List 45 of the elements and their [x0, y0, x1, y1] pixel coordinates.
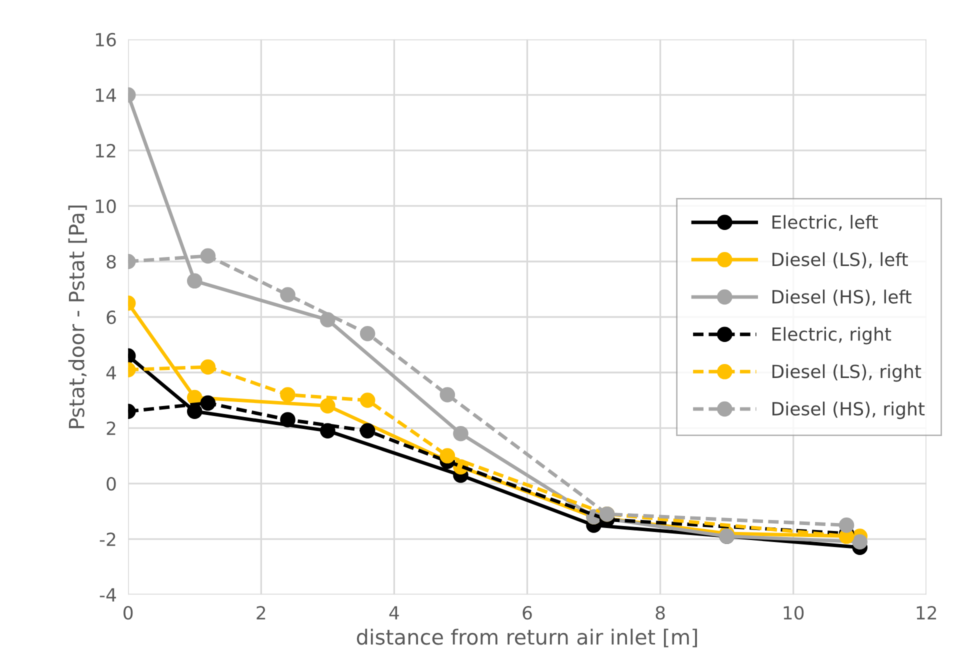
point: [320, 312, 336, 328]
point: [440, 448, 456, 464]
point: [320, 423, 336, 438]
legend-label: Diesel (LS), right: [772, 364, 922, 382]
x-tick-label: 2: [256, 606, 266, 620]
point: [200, 395, 216, 411]
point: [186, 404, 202, 420]
legend-label: Electric, right: [772, 326, 892, 344]
point: [360, 326, 376, 342]
x-tick-label: 4: [389, 606, 399, 620]
legend-label: Diesel (HS), right: [772, 402, 925, 420]
y-axis-title: Pstat,door - Pstat [Pa]: [68, 206, 87, 428]
point: [280, 387, 296, 402]
point: [360, 423, 376, 438]
legend-label: Electric, left: [772, 214, 878, 231]
y-tick-label: -4: [100, 588, 116, 602]
point: [453, 426, 468, 442]
legend-label: Diesel (HS), left: [772, 290, 912, 306]
point: [838, 518, 854, 533]
point: [320, 398, 336, 414]
point: [200, 359, 216, 375]
x-tick-label: 12: [916, 606, 936, 620]
x-tick-label: 8: [656, 606, 665, 620]
x-axis-title: distance from return air inlet [m]: [356, 628, 697, 648]
point: [852, 534, 868, 550]
y-tick-label: 14: [96, 88, 116, 102]
point: [360, 392, 376, 408]
y-tick-label: 10: [96, 199, 116, 214]
legend-label: Diesel (LS), left: [772, 252, 908, 268]
point: [200, 248, 216, 264]
y-tick-label: 8: [106, 254, 116, 269]
y-tick-label: 12: [96, 144, 116, 158]
y-tick-label: 0: [106, 477, 116, 491]
y-tick-label: 4: [106, 366, 116, 380]
point: [440, 387, 456, 402]
x-tick-label: 10: [784, 606, 804, 620]
point: [280, 412, 296, 428]
y-tick-label: -2: [100, 532, 116, 546]
y-tick-label: 16: [96, 32, 116, 47]
point: [186, 273, 202, 289]
y-tick-label: 6: [106, 310, 116, 324]
y-tick-label: 2: [106, 421, 116, 435]
x-tick-label: 0: [124, 606, 133, 620]
point: [280, 287, 296, 302]
x-tick-label: 6: [522, 606, 532, 620]
